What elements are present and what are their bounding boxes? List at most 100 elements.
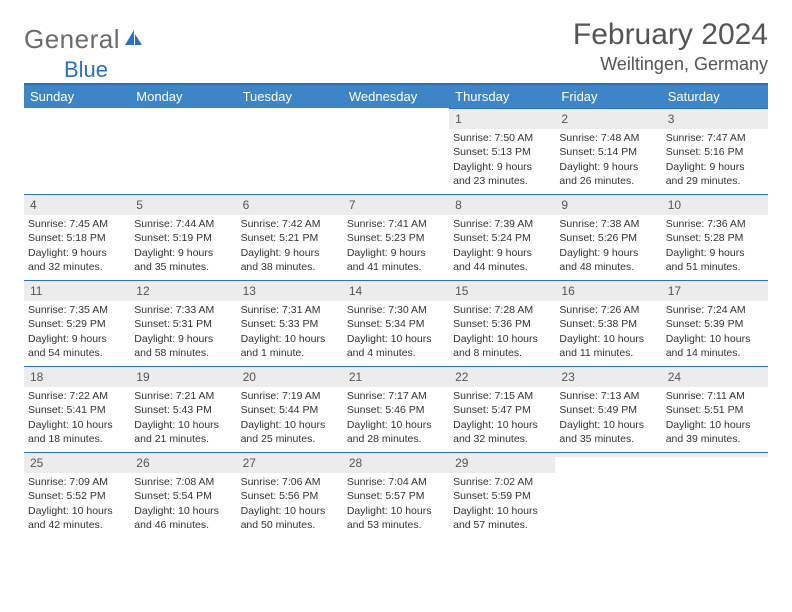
calendar-cell: 10Sunrise: 7:36 AMSunset: 5:28 PMDayligh… [662, 194, 768, 280]
calendar-cell: 3Sunrise: 7:47 AMSunset: 5:16 PMDaylight… [662, 108, 768, 194]
sunrise: Sunrise: 7:15 AM [453, 389, 551, 403]
sunset: Sunset: 5:16 PM [666, 145, 764, 159]
cell-content: Sunrise: 7:30 AMSunset: 5:34 PMDaylight:… [343, 301, 449, 364]
title-block: February 2024 Weiltingen, Germany [573, 18, 768, 75]
calendar-row: 4Sunrise: 7:45 AMSunset: 5:18 PMDaylight… [24, 194, 768, 280]
daylight: Daylight: 10 hours and 4 minutes. [347, 332, 445, 360]
sunset: Sunset: 5:31 PM [134, 317, 232, 331]
cell-content: Sunrise: 7:41 AMSunset: 5:23 PMDaylight:… [343, 215, 449, 278]
cell-content: Sunrise: 7:47 AMSunset: 5:16 PMDaylight:… [662, 129, 768, 192]
day-number: 28 [343, 452, 449, 473]
daylight: Daylight: 10 hours and 18 minutes. [28, 418, 126, 446]
cell-content: Sunrise: 7:09 AMSunset: 5:52 PMDaylight:… [24, 473, 130, 536]
sunset: Sunset: 5:36 PM [453, 317, 551, 331]
day-number: 2 [555, 108, 661, 129]
logo-blue: Blue [64, 57, 108, 83]
calendar-cell: 27 Sunrise: 7:06 AMSunset: 5:56 PMDayligh… [237, 452, 343, 538]
sunset: Sunset: 5:56 PM [241, 489, 339, 503]
daylight: Daylight: 10 hours and 14 minutes. [666, 332, 764, 360]
calendar-cell: 26Sunrise: 7:08 AMSunset: 5:54 PMDayligh… [130, 452, 236, 538]
calendar-cell: 16Sunrise: 7:26 AMSunset: 5:38 PMDayligh… [555, 280, 661, 366]
cell-content: Sunrise: 7:26 AMSunset: 5:38 PMDaylight:… [555, 301, 661, 364]
sunrise: Sunrise: 7:13 AM [559, 389, 657, 403]
daylight: Daylight: 9 hours and 58 minutes. [134, 332, 232, 360]
sunrise: Sunrise: 7:42 AM [241, 217, 339, 231]
daylight: Daylight: 9 hours and 38 minutes. [241, 246, 339, 274]
day-header: Sunday [24, 85, 130, 108]
calendar-row: 1Sunrise: 7:50 AMSunset: 5:13 PMDaylight… [24, 108, 768, 194]
cell-content: Sunrise: 7:13 AMSunset: 5:49 PMDaylight:… [555, 387, 661, 450]
day-header: Monday [130, 85, 236, 108]
sunset: Sunset: 5:43 PM [134, 403, 232, 417]
sunset: Sunset: 5:54 PM [134, 489, 232, 503]
day-number: 11 [24, 280, 130, 301]
day-number: 21 [343, 366, 449, 387]
sunrise: Sunrise: 7:38 AM [559, 217, 657, 231]
sunrise: Sunrise: 7:06 AM [241, 475, 339, 489]
sunrise: Sunrise: 7:09 AM [28, 475, 126, 489]
calendar-cell: 18Sunrise: 7:22 AMSunset: 5:41 PMDayligh… [24, 366, 130, 452]
cell-content: Sunrise: 7:38 AMSunset: 5:26 PMDaylight:… [555, 215, 661, 278]
sunrise: Sunrise: 7:31 AM [241, 303, 339, 317]
calendar-cell: 13Sunrise: 7:31 AMSunset: 5:33 PMDayligh… [237, 280, 343, 366]
sunset: Sunset: 5:28 PM [666, 231, 764, 245]
daylight: Daylight: 10 hours and 1 minute. [241, 332, 339, 360]
cell-content: Sunrise: 7:45 AMSunset: 5:18 PMDaylight:… [24, 215, 130, 278]
day-number: 9 [555, 194, 661, 215]
calendar-cell: 8Sunrise: 7:39 AMSunset: 5:24 PMDaylight… [449, 194, 555, 280]
sunset: Sunset: 5:19 PM [134, 231, 232, 245]
cell-content: Sunrise: 7:11 AMSunset: 5:51 PMDaylight:… [662, 387, 768, 450]
sunrise: Sunrise: 7:50 AM [453, 131, 551, 145]
daylight: Daylight: 9 hours and 26 minutes. [559, 160, 657, 188]
day-number: 17 [662, 280, 768, 301]
day-number: 29 [449, 452, 555, 473]
logo-text: General [24, 24, 144, 57]
calendar-head: SundayMondayTuesdayWednesdayThursdayFrid… [24, 85, 768, 108]
sunrise: Sunrise: 7:48 AM [559, 131, 657, 145]
sunset: Sunset: 5:14 PM [559, 145, 657, 159]
calendar-cell: 21Sunrise: 7:17 AMSunset: 5:46 PMDayligh… [343, 366, 449, 452]
sunrise: Sunrise: 7:19 AM [241, 389, 339, 403]
sunset: Sunset: 5:33 PM [241, 317, 339, 331]
daylight: Daylight: 10 hours and 21 minutes. [134, 418, 232, 446]
daylight: Daylight: 9 hours and 51 minutes. [666, 246, 764, 274]
sunset: Sunset: 5:47 PM [453, 403, 551, 417]
sunset: Sunset: 5:34 PM [347, 317, 445, 331]
sunrise: Sunrise: 7:30 AM [347, 303, 445, 317]
cell-content: Sunrise: 7:02 AMSunset: 5:59 PMDaylight:… [449, 473, 555, 536]
calendar-row: 11Sunrise: 7:35 AMSunset: 5:29 PMDayligh… [24, 280, 768, 366]
day-number: 15 [449, 280, 555, 301]
day-number: 23 [555, 366, 661, 387]
calendar-cell: 12Sunrise: 7:33 AMSunset: 5:31 PMDayligh… [130, 280, 236, 366]
daylight: Daylight: 10 hours and 50 minutes. [241, 504, 339, 532]
calendar-cell: 22Sunrise: 7:15 AMSunset: 5:47 PMDayligh… [449, 366, 555, 452]
daylight: Daylight: 10 hours and 25 minutes. [241, 418, 339, 446]
calendar-cell: 11Sunrise: 7:35 AMSunset: 5:29 PMDayligh… [24, 280, 130, 366]
sunrise: Sunrise: 7:44 AM [134, 217, 232, 231]
cell-content: Sunrise: 7:19 AMSunset: 5:44 PMDaylight:… [237, 387, 343, 450]
header: General February 2024 Weiltingen, German… [24, 18, 768, 75]
sunrise: Sunrise: 7:24 AM [666, 303, 764, 317]
cell-content: Sunrise: 7:24 AMSunset: 5:39 PMDaylight:… [662, 301, 768, 364]
daylight: Daylight: 10 hours and 42 minutes. [28, 504, 126, 532]
calendar-cell: 19Sunrise: 7:21 AMSunset: 5:43 PMDayligh… [130, 366, 236, 452]
cell-content: Sunrise: 7:44 AMSunset: 5:19 PMDaylight:… [130, 215, 236, 278]
day-number: 27 [237, 452, 343, 473]
sunset: Sunset: 5:41 PM [28, 403, 126, 417]
sunrise: Sunrise: 7:35 AM [28, 303, 126, 317]
sunrise: Sunrise: 7:47 AM [666, 131, 764, 145]
cell-content: Sunrise: 7:15 AMSunset: 5:47 PMDaylight:… [449, 387, 555, 450]
sunrise: Sunrise: 7:21 AM [134, 389, 232, 403]
cell-content: Sunrise: 7:08 AMSunset: 5:54 PMDaylight:… [130, 473, 236, 536]
sunset: Sunset: 5:51 PM [666, 403, 764, 417]
cell-content: Sunrise: 7:50 AMSunset: 5:13 PMDaylight:… [449, 129, 555, 192]
sunrise: Sunrise: 7:39 AM [453, 217, 551, 231]
sunrise: Sunrise: 7:36 AM [666, 217, 764, 231]
sunrise: Sunrise: 7:41 AM [347, 217, 445, 231]
day-header: Friday [555, 85, 661, 108]
calendar-cell: 6Sunrise: 7:42 AMSunset: 5:21 PMDaylight… [237, 194, 343, 280]
sunset: Sunset: 5:46 PM [347, 403, 445, 417]
day-number: 1 [449, 108, 555, 129]
cell-content: Sunrise: 7:21 AMSunset: 5:43 PMDaylight:… [130, 387, 236, 450]
daylight: Daylight: 9 hours and 41 minutes. [347, 246, 445, 274]
